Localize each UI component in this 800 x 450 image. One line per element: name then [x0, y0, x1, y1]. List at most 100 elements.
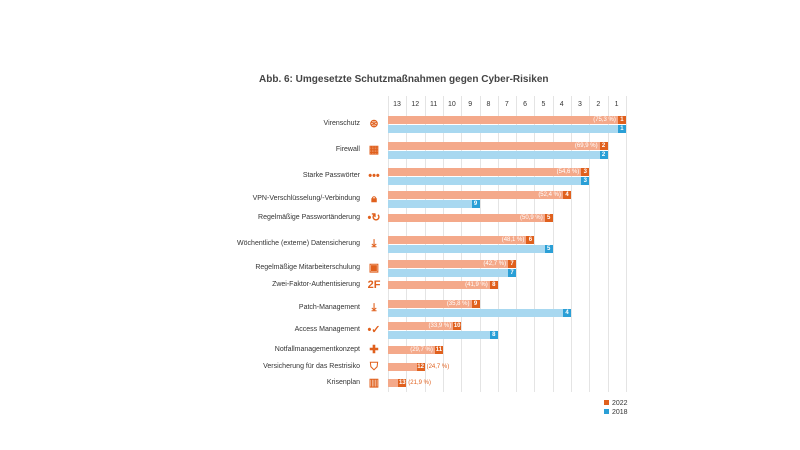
- axis-tick: 1: [614, 101, 619, 108]
- axis-tick: 11: [429, 101, 438, 108]
- bar-2018: [388, 151, 608, 159]
- bar-2018: [388, 177, 590, 185]
- category-label: Regelmäßige Passwortänderung: [258, 214, 360, 221]
- pct-label-2022: (24,7 %): [426, 364, 450, 370]
- gridline: [589, 96, 591, 392]
- bar-2022: [388, 363, 425, 371]
- rank-badge-2022: 5: [544, 214, 553, 222]
- rank-badge-2022: 12: [416, 363, 425, 371]
- axis-tick: 9: [468, 101, 473, 108]
- rank-badge-2022: 2: [599, 142, 608, 150]
- bar-2022: [388, 281, 498, 289]
- category-label: Zwei-Faktor-Authentisierung: [272, 281, 360, 288]
- category-label: Virenschutz: [323, 120, 360, 127]
- rank-badge-2022: 10: [453, 322, 462, 330]
- password-dots-icon: •••: [368, 170, 380, 182]
- first-aid-icon: ✚: [369, 344, 379, 356]
- rank-badge-2018: 9: [471, 200, 480, 208]
- bar-2018: [388, 200, 480, 208]
- legend-2018: 2018: [604, 409, 628, 416]
- gridline: [388, 96, 389, 392]
- patch-icon: ⤓: [371, 302, 377, 314]
- training-icon: ▣: [368, 262, 380, 274]
- category-label: Access Management: [294, 326, 360, 333]
- bar-2018: [388, 309, 571, 317]
- axis-tick: 7: [504, 101, 509, 108]
- password-refresh-icon: •↻: [367, 212, 381, 224]
- rank-badge-2018: 5: [544, 245, 553, 253]
- rank-badge-2022: 1: [617, 116, 626, 124]
- download-icon: ⤓: [371, 238, 377, 250]
- bar-2018: [388, 269, 517, 277]
- legend-2022: 2022: [604, 400, 628, 407]
- rank-badge-2022: 6: [526, 236, 535, 244]
- rank-badge-2018: 4: [563, 309, 571, 317]
- pct-label-2022: (33,9 %): [428, 323, 452, 329]
- virus-icon: ⊛: [369, 118, 379, 130]
- bar-2022: [388, 346, 443, 354]
- rank-badge-2022: 9: [471, 300, 480, 308]
- axis-tick: 2: [596, 101, 601, 108]
- bar-2022: [388, 214, 553, 222]
- pct-label-2022: (75,3 %): [593, 117, 616, 123]
- category-label: Regelmäßige Mitarbeiterschulung: [255, 264, 360, 271]
- axis-tick: 3: [578, 101, 582, 108]
- rank-badge-2022: 7: [508, 260, 517, 268]
- legend-label-2018: 2018: [612, 409, 628, 416]
- axis-tick: 12: [411, 101, 420, 108]
- two-factor-icon: 2F: [367, 279, 381, 291]
- gridline: [424, 96, 426, 392]
- category-label: Wöchentliche (externe) Datensicherung: [237, 240, 360, 247]
- map-icon: ▥: [368, 377, 380, 389]
- access-icon: •✓: [367, 324, 381, 336]
- gridline: [516, 96, 518, 392]
- rank-badge-2018: 8: [489, 331, 498, 339]
- axis-tick: 6: [523, 101, 528, 108]
- gridline: [442, 96, 444, 392]
- rank-badge-2018: 7: [508, 269, 517, 277]
- axis-tick: 8: [486, 101, 491, 108]
- category-label: Krisenplan: [326, 379, 360, 386]
- rank-badge-2018: 1: [617, 125, 626, 133]
- pct-label-2022: (69,9 %): [574, 143, 598, 149]
- rank-badge-2022: 8: [489, 281, 498, 289]
- bar-2018: [388, 125, 626, 133]
- rank-badge-2018: 2: [599, 151, 608, 159]
- pct-label-2022: (54,6 %): [556, 169, 580, 175]
- bar-2022: [388, 142, 608, 150]
- gridline: [461, 96, 463, 392]
- category-label: Patch-Management: [298, 304, 360, 311]
- pct-label-2022: (21,9 %): [408, 380, 431, 386]
- axis-tick: 10: [447, 101, 456, 108]
- category-label: Notfallmanagementkonzept: [274, 346, 360, 353]
- gridline: [625, 96, 627, 392]
- bar-2018: [388, 245, 553, 253]
- gridline: [479, 96, 481, 392]
- gridline: [534, 96, 536, 392]
- bar-2018: [388, 331, 498, 339]
- rank-badge-2022: 4: [563, 191, 571, 199]
- bar-2022: [388, 260, 517, 268]
- bar-2022: [388, 191, 571, 199]
- category-label: Starke Passwörter: [302, 172, 360, 179]
- gridline: [406, 96, 408, 392]
- axis-tick: 4: [559, 101, 564, 108]
- bar-2022: [388, 322, 462, 330]
- bar-2022: [388, 116, 626, 124]
- pct-label-2022: (41,9 %): [465, 282, 488, 288]
- rank-badge-2022: 11: [434, 346, 443, 354]
- bar-2022: [388, 379, 407, 387]
- lock-icon: 🔒︎: [371, 193, 377, 205]
- gridline: [607, 96, 609, 392]
- bar-2022: [388, 168, 590, 176]
- pct-label-2022: (50,9 %): [520, 215, 543, 221]
- bar-2022: [388, 236, 535, 244]
- pct-label-2022: (48,1 %): [501, 237, 525, 243]
- axis-tick: 5: [541, 101, 546, 108]
- gridline: [571, 96, 572, 392]
- rank-badge-2018: 3: [581, 177, 590, 185]
- pct-label-2022: (29,7 %): [410, 347, 433, 353]
- pct-label-2022: (42,7 %): [483, 261, 507, 267]
- gridline: [552, 96, 554, 392]
